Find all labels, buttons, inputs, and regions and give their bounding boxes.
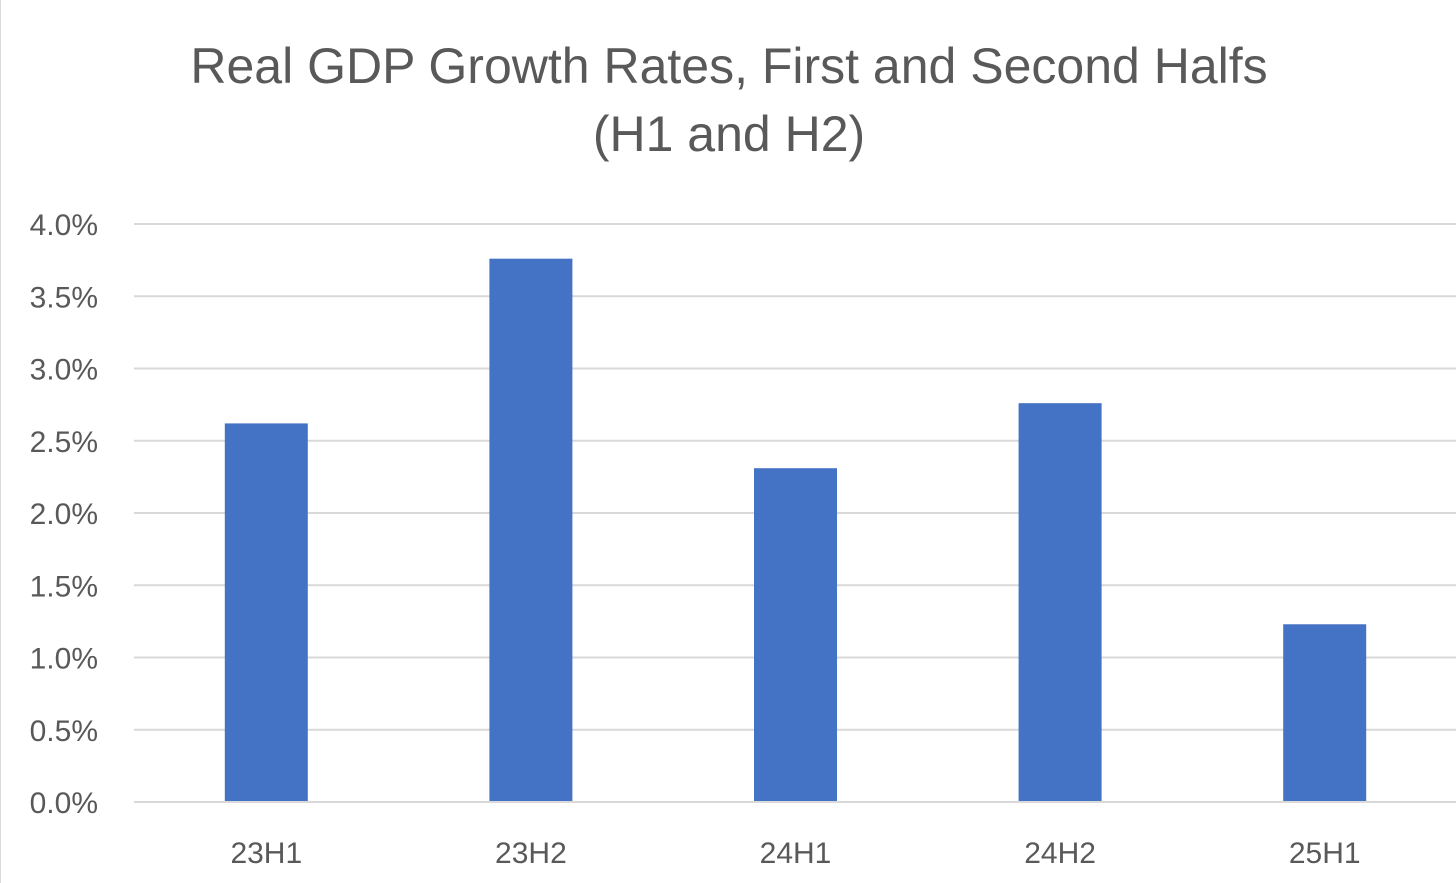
bar-24h1 bbox=[754, 468, 837, 802]
bar-25h1 bbox=[1283, 624, 1367, 802]
x-tick-label: 25H1 bbox=[1289, 837, 1361, 870]
chart-title-line: Real GDP Growth Rates, First and Second … bbox=[190, 38, 1268, 94]
x-tick-label: 24H1 bbox=[760, 837, 832, 870]
y-tick-label: 4.0% bbox=[30, 209, 98, 242]
y-tick-label: 1.5% bbox=[30, 570, 98, 603]
y-tick-label: 0.5% bbox=[30, 715, 98, 748]
y-tick-label: 0.0% bbox=[30, 787, 98, 820]
y-tick-label: 2.5% bbox=[30, 426, 98, 459]
bar-23h2 bbox=[489, 258, 573, 802]
x-tick-label: 23H2 bbox=[495, 837, 567, 870]
x-tick-label: 23H1 bbox=[230, 837, 302, 870]
y-tick-label: 2.0% bbox=[30, 498, 98, 531]
chart-subtitle-line: (H1 and H2) bbox=[592, 106, 866, 162]
y-tick-label: 3.0% bbox=[30, 354, 98, 387]
y-tick-label: 3.5% bbox=[30, 281, 98, 314]
x-tick-label: 24H2 bbox=[1024, 837, 1096, 870]
chart-title: Real GDP Growth Rates, First and Second … bbox=[1, 32, 1456, 168]
bar-23h1 bbox=[224, 423, 308, 802]
y-tick-label: 1.0% bbox=[30, 643, 98, 676]
bar-24h2 bbox=[1018, 403, 1102, 802]
